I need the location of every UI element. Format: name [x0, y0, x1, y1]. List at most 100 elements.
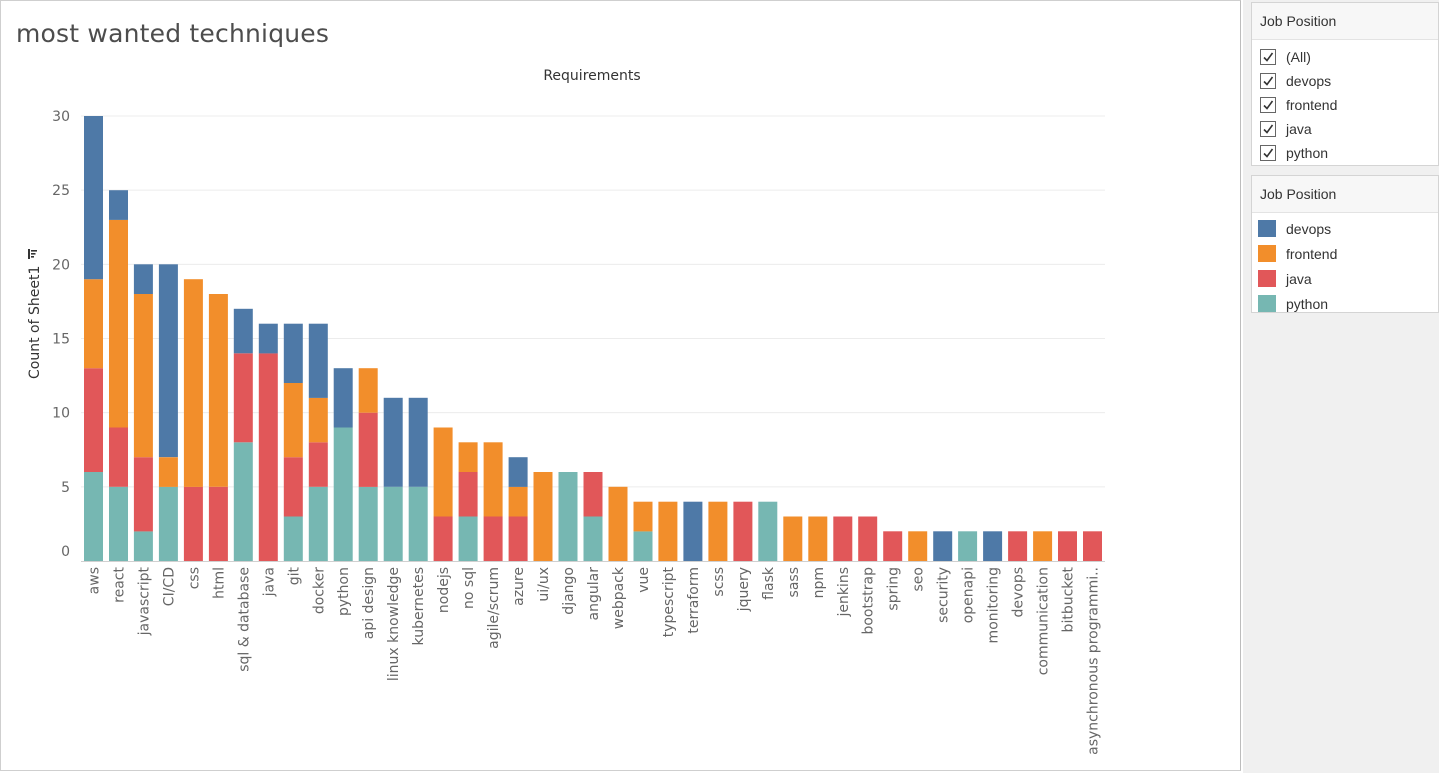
checkbox-icon[interactable] — [1260, 145, 1276, 161]
bar-segment-python[interactable] — [458, 516, 478, 562]
bar-segment-devops[interactable] — [683, 501, 703, 561]
filter-option-frontend[interactable]: frontend — [1252, 93, 1438, 117]
bar-segment-devops[interactable] — [233, 308, 253, 354]
bar-segment-java[interactable] — [258, 353, 278, 561]
sort-icon[interactable] — [28, 249, 37, 259]
bar-segment-python[interactable] — [109, 486, 128, 561]
bar-segment-frontend[interactable] — [508, 486, 528, 517]
bar-segment-frontend[interactable] — [633, 501, 653, 532]
bar-segment-python[interactable] — [283, 516, 303, 562]
bar-segment-java[interactable] — [308, 442, 328, 487]
bar-segment-frontend[interactable] — [783, 516, 803, 562]
bar-segment-python[interactable] — [333, 427, 353, 562]
bar-segment-java[interactable] — [858, 516, 878, 562]
bar-segment-devops[interactable] — [408, 397, 428, 487]
filter-option-devops[interactable]: devops — [1252, 69, 1438, 93]
bar-segment-java[interactable] — [883, 531, 903, 561]
bar-segment-java[interactable] — [358, 412, 378, 487]
bar-segment-java[interactable] — [1008, 531, 1028, 561]
filter-option-all[interactable]: (All) — [1252, 45, 1438, 69]
bar-segment-java[interactable] — [433, 516, 453, 562]
bar-segment-frontend[interactable] — [808, 516, 828, 562]
bar-segment-devops[interactable] — [158, 264, 178, 458]
bar-segment-python[interactable] — [633, 531, 653, 561]
bar-segment-python[interactable] — [233, 442, 253, 561]
bar-segment-python[interactable] — [558, 472, 578, 561]
bar-segment-java[interactable] — [458, 472, 478, 517]
bar-segment-frontend[interactable] — [84, 279, 103, 369]
bar-segment-java[interactable] — [508, 516, 528, 562]
legend-item-frontend[interactable]: frontend — [1252, 241, 1438, 266]
bar-segment-java[interactable] — [84, 368, 103, 472]
filter-option-python[interactable]: python — [1252, 141, 1438, 165]
bar-segment-devops[interactable] — [508, 457, 528, 487]
bar-segment-frontend[interactable] — [109, 219, 128, 428]
legend-title: Job Position — [1252, 176, 1438, 213]
x-tick-label: agile/scrum — [486, 567, 502, 649]
bar-segment-devops[interactable] — [333, 368, 353, 428]
bar-segment-devops[interactable] — [383, 397, 403, 487]
x-tick-label: angular — [586, 567, 602, 621]
bar-segment-java[interactable] — [183, 486, 203, 561]
bar-segment-python[interactable] — [583, 516, 603, 562]
bar-segment-python[interactable] — [758, 501, 778, 561]
bar-segment-devops[interactable] — [258, 323, 278, 354]
x-tick-label: sql & database — [236, 567, 252, 672]
bar-segment-devops[interactable] — [308, 323, 328, 398]
bar-segment-frontend[interactable] — [308, 397, 328, 443]
checkbox-icon[interactable] — [1260, 73, 1276, 89]
bar-segment-frontend[interactable] — [608, 486, 628, 561]
bar-segment-devops[interactable] — [109, 190, 128, 220]
checkbox-icon[interactable] — [1260, 97, 1276, 113]
bar-segment-frontend[interactable] — [358, 368, 378, 413]
bar-segment-frontend[interactable] — [908, 531, 928, 561]
bar-segment-frontend[interactable] — [708, 501, 728, 561]
bar-segment-java[interactable] — [1083, 531, 1102, 561]
bar-segment-frontend[interactable] — [658, 501, 678, 561]
legend-item-python[interactable]: python — [1252, 291, 1438, 316]
bar-segment-frontend[interactable] — [133, 294, 153, 458]
bar-segment-java[interactable] — [583, 472, 603, 517]
bar-segment-python[interactable] — [133, 531, 153, 561]
bar-segment-java[interactable] — [283, 457, 303, 517]
bar-segment-java[interactable] — [133, 457, 153, 532]
bar-segment-devops[interactable] — [133, 264, 153, 294]
bar-segment-frontend[interactable] — [433, 427, 453, 517]
legend-item-devops[interactable]: devops — [1252, 216, 1438, 241]
bar-segment-frontend[interactable] — [483, 442, 503, 517]
bar-segment-frontend[interactable] — [458, 442, 478, 472]
x-tick-label: nodejs — [436, 567, 452, 613]
bar-segment-java[interactable] — [483, 516, 503, 562]
bar-segment-frontend[interactable] — [283, 383, 303, 458]
stacked-bar-chart[interactable]: 0 5 10 15 20 25 30 aws react javascript CI/CD css ht… — [1, 1, 1240, 772]
bar-segment-python[interactable] — [158, 486, 178, 561]
bar-segment-frontend[interactable] — [1033, 531, 1053, 561]
bar-segment-python[interactable] — [358, 486, 378, 561]
y-axis-title[interactable]: Count of Sheet1 — [27, 266, 43, 379]
bar-segment-java[interactable] — [833, 516, 853, 562]
legend-item-java[interactable]: java — [1252, 266, 1438, 291]
bar-segment-python[interactable] — [408, 486, 428, 561]
y-tick-label: 10 — [52, 406, 70, 422]
bar-segment-frontend[interactable] — [158, 457, 178, 487]
bar-segment-java[interactable] — [208, 486, 228, 561]
filter-option-java[interactable]: java — [1252, 117, 1438, 141]
bar-segment-java[interactable] — [733, 501, 753, 561]
sheet-title: most wanted techniques — [16, 19, 330, 48]
bar-segment-java[interactable] — [233, 353, 253, 443]
bar-segment-devops[interactable] — [983, 531, 1003, 561]
bar-segment-devops[interactable] — [283, 323, 303, 383]
bar-segment-java[interactable] — [109, 427, 128, 487]
bar-segment-python[interactable] — [958, 531, 978, 561]
checkbox-icon[interactable] — [1260, 121, 1276, 137]
bar-segment-python[interactable] — [308, 486, 328, 561]
checkbox-icon[interactable] — [1260, 49, 1276, 65]
bar-segment-frontend[interactable] — [208, 294, 228, 487]
bar-segment-java[interactable] — [1058, 531, 1077, 561]
bar-segment-frontend[interactable] — [533, 472, 553, 561]
bar-segment-frontend[interactable] — [183, 279, 203, 487]
bar-segment-devops[interactable] — [933, 531, 953, 561]
bar-segment-devops[interactable] — [84, 116, 103, 280]
bar-segment-python[interactable] — [84, 472, 103, 561]
bar-segment-python[interactable] — [383, 486, 403, 561]
